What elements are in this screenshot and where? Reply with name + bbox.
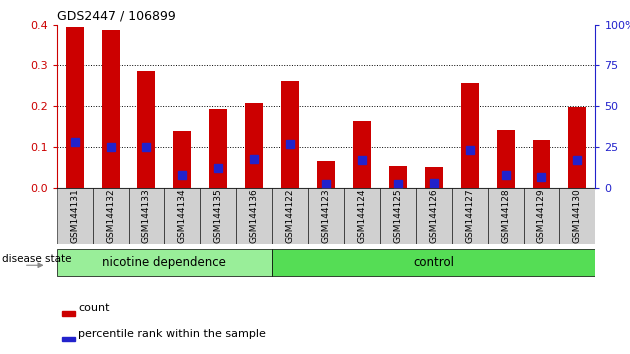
Bar (416, 188, 452, 244)
Bar (317, 161, 335, 188)
Text: GSM144133: GSM144133 (142, 189, 151, 243)
Bar (164, 188, 200, 244)
Bar (62, 311, 75, 315)
Text: GSM144135: GSM144135 (214, 189, 223, 243)
Bar (425, 167, 443, 188)
Bar (62, 337, 75, 341)
Bar (245, 103, 263, 188)
Text: control: control (413, 256, 454, 269)
Text: percentile rank within the sample: percentile rank within the sample (78, 329, 266, 339)
Bar (524, 188, 559, 244)
Bar (129, 188, 164, 244)
Text: disease state: disease state (2, 255, 71, 264)
Bar (57, 188, 93, 244)
Bar (488, 188, 524, 244)
Bar (532, 140, 551, 188)
Text: GSM144126: GSM144126 (429, 189, 438, 243)
Bar (461, 84, 479, 188)
Bar (93, 188, 129, 244)
Bar (272, 188, 308, 244)
Bar (236, 188, 272, 244)
Bar (173, 131, 192, 188)
Text: GSM144130: GSM144130 (573, 189, 582, 243)
Bar (137, 71, 156, 188)
Bar (101, 30, 120, 188)
Text: GSM144122: GSM144122 (285, 189, 295, 243)
Text: GSM144124: GSM144124 (357, 189, 367, 243)
Bar (209, 109, 227, 188)
Bar (200, 188, 236, 244)
Bar (568, 107, 587, 188)
Bar (452, 188, 488, 244)
Text: GSM144136: GSM144136 (249, 189, 259, 243)
Bar (353, 121, 371, 188)
Text: GSM144134: GSM144134 (178, 189, 187, 243)
Text: GSM144132: GSM144132 (106, 189, 115, 243)
Text: GDS2447 / 106899: GDS2447 / 106899 (57, 9, 175, 22)
Bar (272, 249, 595, 276)
Text: GSM144127: GSM144127 (465, 189, 474, 243)
Text: GSM144123: GSM144123 (321, 189, 331, 243)
Bar (344, 188, 380, 244)
Text: nicotine dependence: nicotine dependence (103, 256, 226, 269)
Bar (559, 188, 595, 244)
Bar (308, 188, 344, 244)
Bar (66, 27, 84, 188)
Text: GSM144125: GSM144125 (393, 189, 403, 243)
Text: GSM144131: GSM144131 (70, 189, 79, 243)
Bar (496, 130, 515, 188)
Bar (281, 81, 299, 188)
Bar (57, 249, 272, 276)
Text: count: count (78, 303, 110, 313)
Bar (380, 188, 416, 244)
Text: GSM144128: GSM144128 (501, 189, 510, 243)
Text: GSM144129: GSM144129 (537, 189, 546, 243)
Bar (389, 166, 407, 188)
